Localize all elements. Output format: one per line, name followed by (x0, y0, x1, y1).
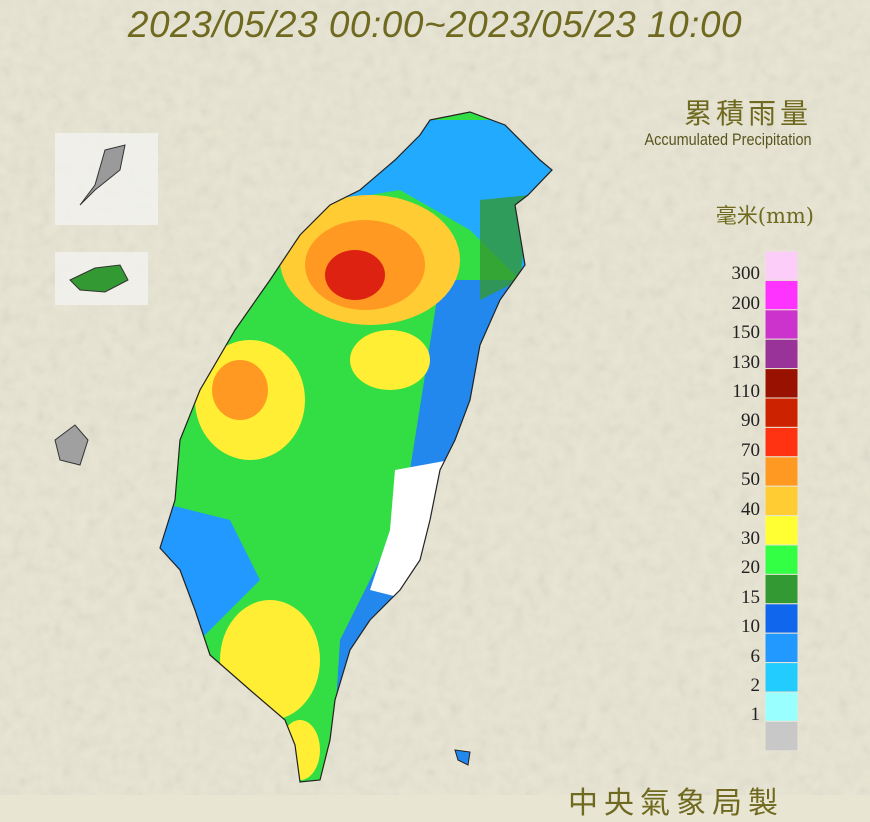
legend-swatch (764, 279, 799, 311)
legend-swatch (764, 397, 799, 428)
legend-label: 200 (731, 292, 761, 314)
legend-swatch (764, 603, 799, 634)
legend-swatch (764, 720, 799, 752)
legend-label: 300 (731, 263, 761, 285)
legend-swatch (764, 426, 799, 458)
legend (764, 250, 799, 752)
title: 2023/05/23 00:00~2023/05/23 10:00 (127, 4, 743, 45)
legend-label: 70 (741, 439, 760, 461)
legend-swatch (764, 456, 799, 487)
legend-swatch (764, 573, 799, 605)
legend-label: 150 (731, 322, 761, 344)
legend-label: 50 (741, 469, 760, 491)
legend-swatch (764, 338, 799, 370)
map (0, 0, 870, 795)
legend-swatch (764, 632, 799, 664)
legend-label: 40 (741, 498, 760, 520)
legend-label: 130 (731, 351, 761, 373)
legend-label: 30 (741, 528, 760, 549)
legend-swatch (764, 544, 799, 575)
legend-swatch (764, 485, 799, 517)
legend-label: 90 (741, 410, 760, 432)
legend-subtitle: Accumulated Precipitation (644, 130, 812, 149)
legend-label: 2 (750, 675, 761, 696)
legend-label: 20 (741, 557, 760, 579)
legend-swatch (764, 250, 799, 281)
legend-swatch (764, 662, 799, 693)
legend-swatch (764, 515, 799, 546)
legend-label: 110 (732, 381, 760, 402)
legend-swatch (764, 368, 799, 399)
legend-label: 6 (750, 645, 761, 667)
legend-swatch (764, 309, 799, 340)
legend-unit: 毫米(mm) (715, 204, 814, 228)
legend-label: 10 (741, 616, 760, 638)
legend-title: 累積雨量 (683, 97, 812, 130)
credit: 中央氣象局製 (568, 786, 784, 821)
island (454, 749, 471, 766)
legend-label: 1 (750, 704, 761, 726)
inset-islands (54, 133, 158, 466)
coastline (159, 111, 553, 783)
legend-swatch (764, 691, 799, 722)
legend-label: 15 (741, 586, 760, 608)
